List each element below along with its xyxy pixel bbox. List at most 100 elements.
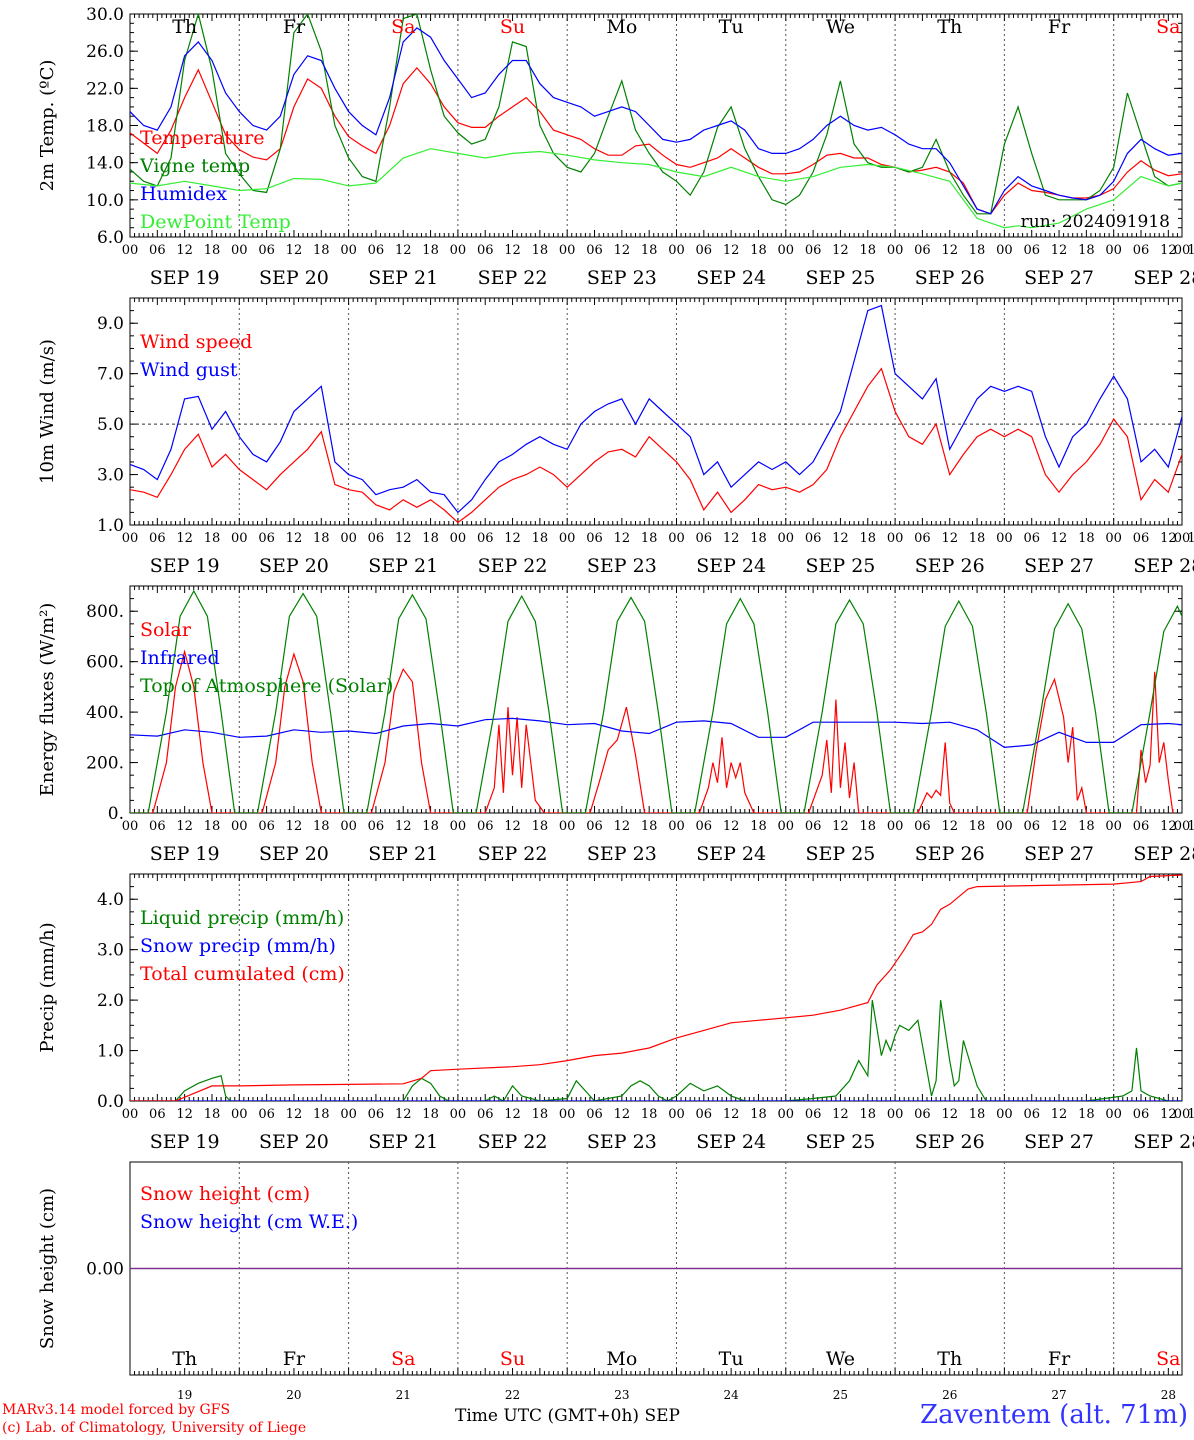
x-axis-title: Time UTC (GMT+0h) SEP (455, 1406, 680, 1426)
temp-hour-label: 12 (176, 243, 193, 258)
wind-date-label: SEP 28 (1133, 555, 1194, 577)
day-number: 24 (724, 1388, 740, 1402)
temp-hour-label: 18 (422, 243, 439, 258)
temp-day-abbr: Th (937, 16, 962, 38)
energy-hour-label: 00 (668, 819, 685, 834)
temp-hour-label: 18 (859, 243, 876, 258)
temp-date-label: SEP 22 (478, 267, 548, 289)
temp-hour-label: 06 (1133, 243, 1150, 258)
wind-hour-label: 18 (969, 531, 986, 546)
snow-legend-item: Snow height (cm W.E.) (140, 1211, 358, 1233)
precip-hour-label: 12 (832, 1107, 849, 1122)
wind-hour-label: 06 (586, 531, 603, 546)
energy-hour-label: 18 (1078, 819, 1095, 834)
temp-day-abbr: Sa (1156, 16, 1180, 38)
wind-hour-label: 12 (832, 531, 849, 546)
wind-ytick-label: 9.0 (97, 314, 124, 334)
energy-hour-label: 12 (723, 819, 740, 834)
precip-hour-label-final: 00 (1174, 1107, 1191, 1122)
temp-hour-label: 12 (941, 243, 958, 258)
day-number: 20 (286, 1388, 301, 1402)
precip-hour-label: 06 (805, 1107, 822, 1122)
energy-hour-label: 12 (395, 819, 412, 834)
wind-ytick-label: 5.0 (97, 415, 124, 435)
temp-hour-label: 12 (504, 243, 521, 258)
wind-hour-label: 18 (1078, 531, 1095, 546)
temp-hour-label: 12 (723, 243, 740, 258)
day-number: 22 (505, 1388, 520, 1402)
temp-ylabel: 2m Temp. (ºC) (37, 60, 58, 192)
wind-hour-label: 06 (805, 531, 822, 546)
energy-ytick-label: 800. (86, 602, 124, 622)
energy-date-label: SEP 27 (1024, 843, 1094, 865)
wind-date-label: SEP 19 (150, 555, 220, 577)
temp-ytick-label: 22.0 (86, 79, 124, 99)
wind-date-label: SEP 22 (478, 555, 548, 577)
energy-hour-label: 18 (750, 819, 767, 834)
wind-panel (129, 297, 1183, 526)
precip-date-label: SEP 21 (368, 1131, 438, 1153)
wind-hour-label: 12 (1051, 531, 1068, 546)
wind-hour-label-final: 00 (1174, 531, 1191, 546)
wind-hour-label: 18 (313, 531, 330, 546)
temp-hour-label: 12 (1160, 243, 1177, 258)
temp-hour-label: 00 (1105, 243, 1122, 258)
precip-hour-label: 18 (532, 1107, 549, 1122)
precip-ytick-label: 3.0 (97, 941, 124, 961)
temp-hour-label: 12 (395, 243, 412, 258)
temp-hour-label: 18 (641, 243, 658, 258)
station-name: Zaventem (alt. 71m) (920, 1400, 1188, 1430)
energy-date-label: SEP 19 (150, 843, 220, 865)
precip-hour-label: 12 (504, 1107, 521, 1122)
temp-date-label: SEP 28 (1133, 267, 1194, 289)
wind-hour-label: 12 (395, 531, 412, 546)
precip-hour-label: 18 (859, 1107, 876, 1122)
wind-ytick-label: 1.0 (97, 516, 124, 536)
temp-day-abbr: Sa (391, 16, 415, 38)
temp-hour-label: 00 (668, 243, 685, 258)
temp-hour-label: 06 (696, 243, 713, 258)
energy-date-label: SEP 21 (368, 843, 438, 865)
temp-hour-label: 18 (1078, 243, 1095, 258)
energy-date-label: SEP 25 (805, 843, 875, 865)
temp-legend-item: Humidex (140, 183, 227, 205)
temp-series-dewpoint-temp (130, 148, 1182, 229)
energy-hour-label: 06 (914, 819, 931, 834)
precip-ytick-label: 0.0 (97, 1092, 124, 1112)
wind-ytick-label: 3.0 (97, 466, 124, 486)
precip-series-total-cumulated-cm (130, 874, 1182, 1101)
temp-day-abbr: Mo (606, 16, 637, 38)
precip-hour-label: 00 (668, 1107, 685, 1122)
wind-hour-label: 00 (778, 531, 795, 546)
wind-hour-label: 06 (149, 531, 166, 546)
temp-hour-label: 00 (231, 243, 248, 258)
wind-date-label: SEP 26 (915, 555, 985, 577)
temp-date-label: SEP 25 (805, 267, 875, 289)
precip-hour-label: 06 (696, 1107, 713, 1122)
precip-date-label: SEP 25 (805, 1131, 875, 1153)
precip-ylabel: Precip (mm/h) (37, 922, 58, 1052)
temp-day-abbr: Su (500, 16, 525, 38)
precip-hour-label: 18 (1187, 1107, 1194, 1122)
precip-legend-item: Snow precip (mm/h) (140, 935, 336, 957)
snow-ylabel: Snow height (cm) (37, 1188, 58, 1349)
day-number: 28 (1161, 1388, 1176, 1402)
energy-hour-label: 18 (641, 819, 658, 834)
energy-hour-label: 18 (422, 819, 439, 834)
precip-hour-label: 06 (149, 1107, 166, 1122)
temp-hour-label: 18 (969, 243, 986, 258)
wind-hour-label: 12 (176, 531, 193, 546)
temp-hour-label: 06 (368, 243, 385, 258)
wind-series-wind-gust (130, 304, 1182, 514)
temp-date-label: SEP 27 (1024, 267, 1094, 289)
temp-legend-item: Vigne temp (139, 155, 250, 177)
wind-hour-label: 06 (1133, 531, 1150, 546)
wind-hour-label: 06 (258, 531, 275, 546)
temp-hour-label: 18 (204, 243, 221, 258)
energy-series-top-of-atmosphere-solar (130, 589, 1182, 813)
precip-hour-label: 00 (996, 1107, 1013, 1122)
wind-hour-label: 18 (641, 531, 658, 546)
temp-day-abbr: Th (172, 16, 197, 38)
temp-date-label: SEP 24 (696, 267, 766, 289)
temp-ytick-label: 30.0 (86, 5, 124, 25)
